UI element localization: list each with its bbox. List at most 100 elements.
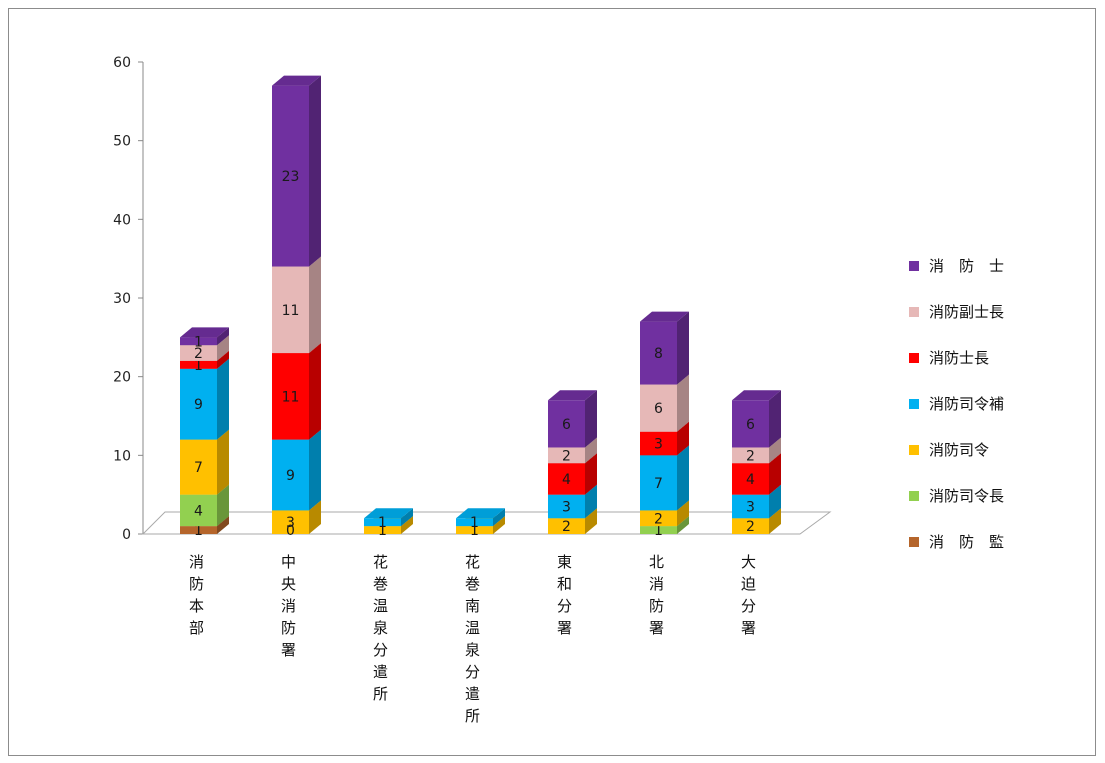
bar-segment-side <box>217 358 229 440</box>
x-tick-label-char: 消 <box>189 553 204 571</box>
data-label: 3 <box>286 515 295 531</box>
data-label: 2 <box>194 346 203 362</box>
legend-swatch <box>909 537 919 547</box>
bar-segment-side <box>493 508 505 527</box>
bar-segment-side <box>585 484 597 519</box>
y-tick-label: 30 <box>113 291 131 307</box>
bar-segment-side <box>493 516 505 534</box>
bar-stack: 11 <box>456 508 505 539</box>
bar-segment <box>732 463 769 495</box>
data-label: 6 <box>654 401 663 417</box>
bar-segment <box>180 439 217 495</box>
bar-segment <box>364 526 401 534</box>
data-label: 1 <box>194 523 203 539</box>
data-label: 9 <box>286 468 295 484</box>
y-tick-label: 60 <box>113 55 131 71</box>
legend-swatch <box>909 445 919 455</box>
bar-segment-side <box>217 350 229 369</box>
data-label: 11 <box>282 389 300 405</box>
data-label: 1 <box>194 334 203 350</box>
x-tick-label-char: 泉 <box>465 641 480 659</box>
data-label: 3 <box>562 499 571 515</box>
x-tick-label-char: 迫 <box>741 575 756 593</box>
bar-segment <box>640 510 677 527</box>
data-label-zero: 0 <box>286 523 295 539</box>
legend-label: 消防司令長 <box>929 487 1004 505</box>
bar-segment-side <box>585 437 597 464</box>
bar-segment-side <box>217 516 229 534</box>
bar-segment-side <box>769 508 781 534</box>
legend-label: 消防士長 <box>929 349 989 367</box>
bar-stack: 11 <box>364 508 413 539</box>
bar-segment-top <box>640 311 689 322</box>
bar-segment <box>180 368 217 440</box>
x-tick-label-char: 温 <box>465 619 480 637</box>
x-tick-label-char: 所 <box>465 707 480 725</box>
bar-segment <box>548 447 585 464</box>
bar-segment-side <box>217 335 229 361</box>
bar-segment-top <box>364 508 413 519</box>
bar-segment-top <box>272 75 321 86</box>
x-tick-label-char: 分 <box>741 597 756 615</box>
bar-segment-side <box>769 453 781 495</box>
data-label: 2 <box>654 511 663 527</box>
data-label: 11 <box>282 303 300 319</box>
x-tick-label-char: 署 <box>281 641 296 659</box>
bar-segment <box>272 353 309 440</box>
bar-segment <box>732 447 769 464</box>
x-tick-label-char: 巻 <box>373 575 388 593</box>
bar-stack: 2 3 4 2 6 <box>732 390 781 535</box>
data-label: 2 <box>562 519 571 535</box>
bar-segment-side <box>769 390 781 448</box>
x-tick-label-char: 防 <box>281 619 296 637</box>
legend-swatch <box>909 491 919 501</box>
x-tick-label-char: 温 <box>373 597 388 615</box>
x-tick-label-char: 花 <box>465 553 480 571</box>
x-tick-label-char: 署 <box>741 619 756 637</box>
y-tick-label: 40 <box>113 212 131 228</box>
bar-segment-top <box>732 390 781 401</box>
bar-stack: 2 3 4 2 6 <box>548 390 597 535</box>
x-tick-label-char: 署 <box>557 619 572 637</box>
x-tick-label-char: 大 <box>741 553 756 571</box>
bar-segment-side <box>309 256 321 354</box>
x-tick-label-char: 分 <box>373 641 388 659</box>
data-label: 2 <box>562 448 571 464</box>
bar-segment <box>640 455 677 511</box>
data-label: 3 <box>746 499 755 515</box>
x-tick-label-char: 本 <box>189 597 204 615</box>
data-label: 1 <box>378 515 387 531</box>
x-tick-label-char: 防 <box>649 597 664 615</box>
bar-segment <box>640 431 677 456</box>
bar-segment-side <box>401 516 413 534</box>
y-tick-label: 50 <box>113 134 131 150</box>
legend-swatch <box>909 261 919 271</box>
bar-segment <box>732 518 769 534</box>
bar-segment-top <box>548 390 597 401</box>
bar-segment <box>180 337 217 346</box>
data-label: 3 <box>654 437 663 453</box>
bar-segment-side <box>677 311 689 385</box>
data-label: 7 <box>194 460 203 476</box>
bar-segment <box>640 526 677 534</box>
legend-label: 消防司令 <box>929 441 989 459</box>
bar-segment <box>180 526 217 534</box>
legend-swatch <box>909 399 919 409</box>
bar-segment <box>272 85 309 267</box>
data-label: 7 <box>654 476 663 492</box>
bar-stack: 3 9 11 11 23 0 <box>272 75 321 539</box>
bar-segment-top <box>456 508 505 519</box>
bar-segment-side <box>585 508 597 534</box>
legend-label: 消防司令補 <box>929 395 1004 413</box>
bar-segment-side <box>677 516 689 534</box>
x-tick-label-char: 花 <box>373 553 388 571</box>
bar-segment <box>272 439 309 511</box>
bar-segment-side <box>585 453 597 495</box>
data-label: 4 <box>194 503 203 519</box>
bar-segment <box>548 463 585 495</box>
y-tick-label: 0 <box>122 527 131 543</box>
x-tick-label-char: 消 <box>649 575 664 593</box>
x-tick-label-char: 和 <box>557 575 572 593</box>
data-label: 8 <box>654 346 663 362</box>
